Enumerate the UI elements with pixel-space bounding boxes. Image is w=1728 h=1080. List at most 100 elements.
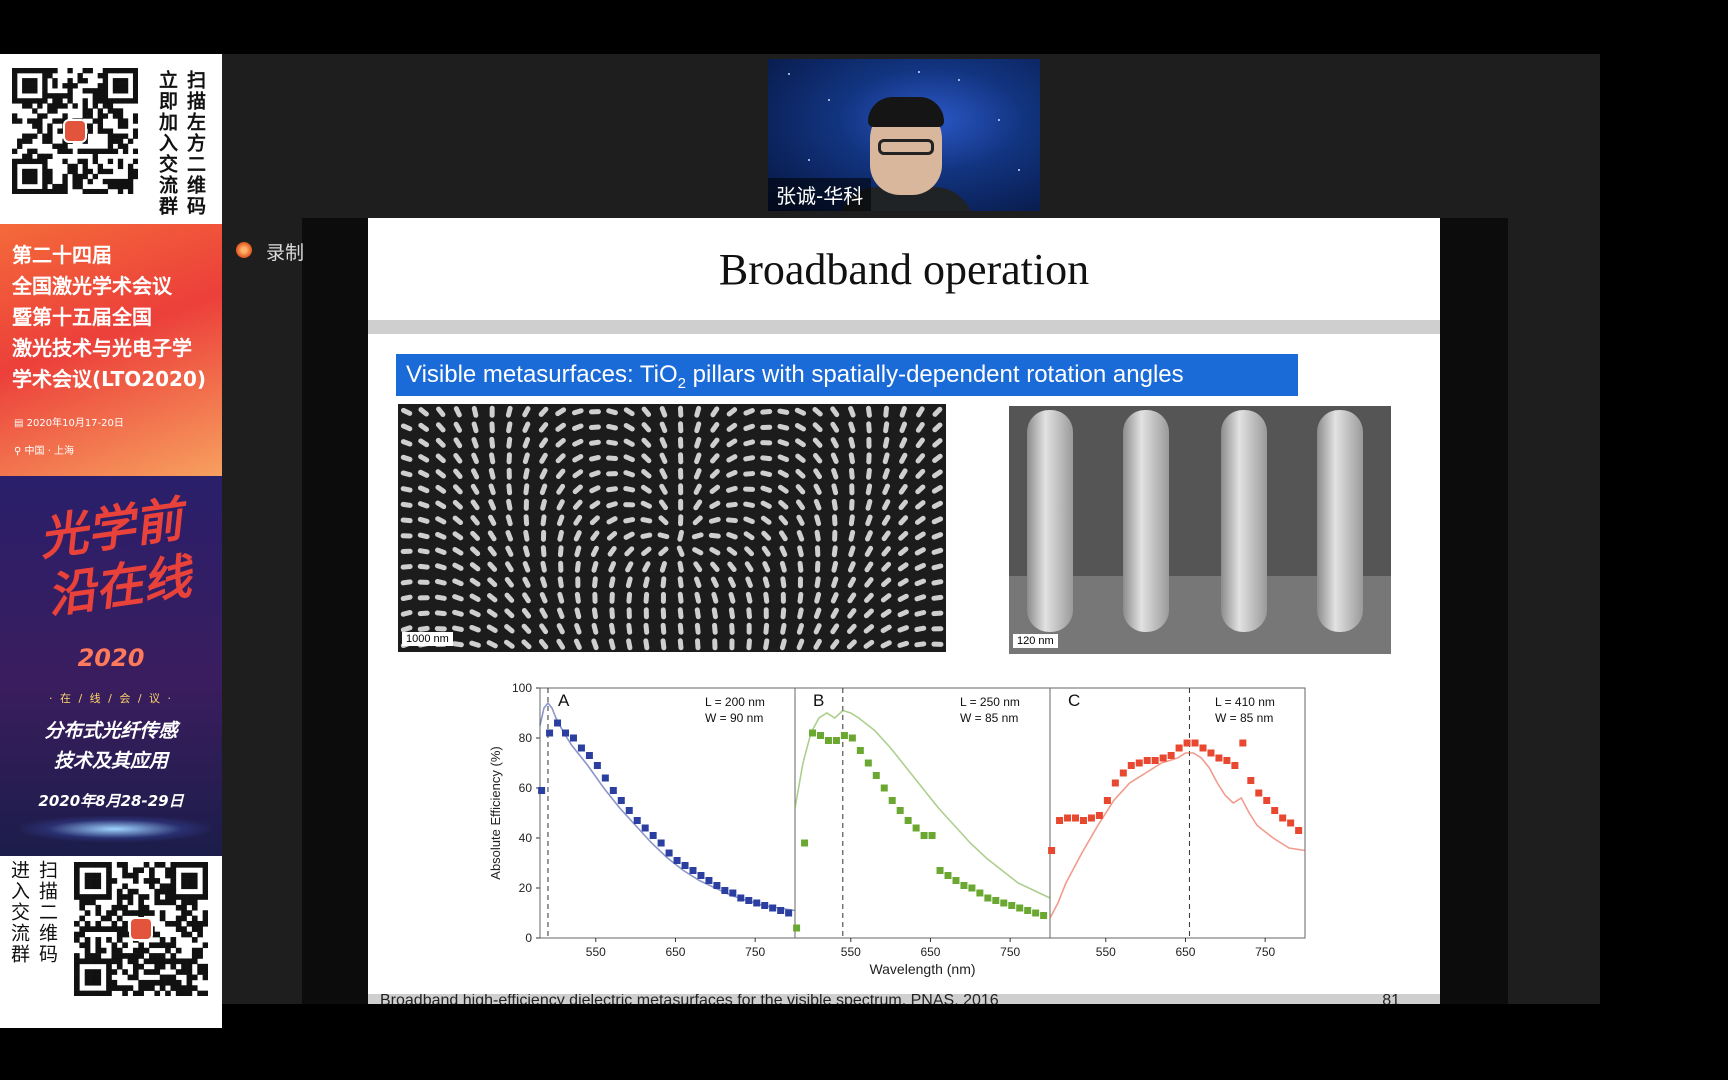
- pillar: [726, 532, 738, 540]
- pillar: [763, 638, 770, 651]
- qr-module: [117, 178, 124, 185]
- qr-module: [82, 88, 88, 94]
- data-point: [856, 747, 864, 754]
- panel-label: B: [813, 691, 824, 710]
- data-point: [1016, 904, 1024, 912]
- pillar: [865, 405, 872, 418]
- pillar: [572, 454, 584, 463]
- qr-module: [84, 974, 91, 981]
- qr-module: [82, 173, 88, 180]
- pillar: [797, 545, 804, 558]
- conference-title-line: 激光技术与光电子学: [12, 336, 192, 360]
- qr-module: [102, 68, 109, 74]
- pillar: [641, 406, 652, 417]
- pillar: [418, 469, 430, 478]
- qr-module: [17, 158, 23, 165]
- qr-module: [47, 68, 53, 74]
- data-point: [1111, 779, 1119, 787]
- pillar: [572, 438, 584, 447]
- pillar: [694, 576, 702, 589]
- qr-module: [165, 974, 171, 981]
- qr-module: [127, 974, 134, 981]
- sidebar-ad[interactable]: 扫描左方二维码 立即加入交流群 第二十四届 全国激光学术会议 暨第十五届全国 激…: [0, 54, 222, 1028]
- data-point: [840, 732, 848, 739]
- qr-module: [175, 894, 182, 900]
- qr-module: [159, 883, 166, 890]
- pillar: [574, 607, 582, 620]
- qr-module: [47, 178, 53, 185]
- qr-module: [77, 178, 83, 185]
- pillar: [694, 638, 701, 651]
- data-point: [761, 902, 769, 909]
- pillar: [540, 529, 547, 542]
- qr-module: [102, 88, 109, 94]
- bottom-cta[interactable]: 扫描二维码 进入交流群: [0, 856, 222, 1002]
- qr-module: [116, 958, 123, 965]
- pillar: [848, 545, 856, 558]
- qr-module: [42, 83, 48, 89]
- pillar: [725, 517, 738, 524]
- qr-module: [107, 128, 114, 134]
- pillar: [555, 422, 566, 432]
- pillar: [830, 406, 840, 418]
- qr-module: [90, 990, 96, 996]
- pillar: [880, 593, 892, 603]
- data-point: [1159, 754, 1167, 762]
- pillar: [882, 483, 891, 495]
- data-point: [912, 824, 920, 832]
- qr-module: [42, 173, 48, 180]
- qr-module: [138, 990, 144, 996]
- qr-module: [202, 990, 208, 996]
- pillar: [538, 406, 549, 417]
- presenter-glasses: [878, 139, 934, 155]
- data-point: [880, 784, 888, 792]
- data-point: [1287, 819, 1295, 827]
- qr-module: [116, 904, 123, 911]
- pillar: [573, 514, 583, 526]
- qr-module: [186, 862, 193, 868]
- qr-module: [22, 133, 28, 139]
- pillar: [418, 407, 429, 417]
- qr-module: [181, 958, 187, 965]
- qr-module: [191, 953, 198, 959]
- presenter-video[interactable]: 张诚-华科: [768, 59, 1040, 211]
- data-point: [665, 849, 673, 857]
- pillar: [606, 423, 618, 431]
- qr-module: [27, 133, 33, 139]
- qr-module: [79, 894, 86, 900]
- qr-code-bottom[interactable]: [74, 862, 208, 996]
- pillar: [573, 530, 582, 542]
- conference-panel[interactable]: 第二十四届 全国激光学术会议 暨第十五届全国 激光技术与光电子学 学术会议(LT…: [0, 224, 222, 476]
- qr-module: [159, 953, 166, 959]
- qr-module: [191, 920, 198, 927]
- pillar: [555, 468, 566, 479]
- promo-panel[interactable]: 光学前沿在线 2020 · 在 / 线 / 会 / 议 · 分布式光纤传感 技术…: [0, 476, 222, 856]
- pillar: [761, 545, 771, 557]
- qr-module: [72, 168, 78, 175]
- qr-module: [74, 979, 80, 986]
- qr-code-top[interactable]: [12, 68, 138, 194]
- qr-module: [102, 83, 109, 89]
- qr-module: [74, 931, 80, 938]
- qr-module: [106, 878, 112, 884]
- qr-module: [122, 862, 128, 868]
- qr-module: [170, 867, 177, 874]
- qr-module: [37, 103, 43, 109]
- qr-module: [95, 872, 102, 879]
- qr-module: [82, 113, 88, 119]
- pillar: [831, 483, 839, 496]
- panel-length: L = 200 nm: [705, 695, 765, 709]
- pillar: [897, 578, 909, 587]
- qr-module: [191, 958, 198, 965]
- pillar: [914, 594, 927, 602]
- pillar: [694, 452, 702, 465]
- pillar: [846, 623, 857, 634]
- qr-module: [154, 979, 161, 986]
- qr-module: [175, 990, 182, 996]
- pillar: [557, 591, 565, 604]
- qr-module: [74, 990, 80, 996]
- pillar: [812, 422, 823, 433]
- pillar: [522, 406, 531, 418]
- qr-module: [74, 872, 80, 879]
- qr-module: [87, 148, 93, 154]
